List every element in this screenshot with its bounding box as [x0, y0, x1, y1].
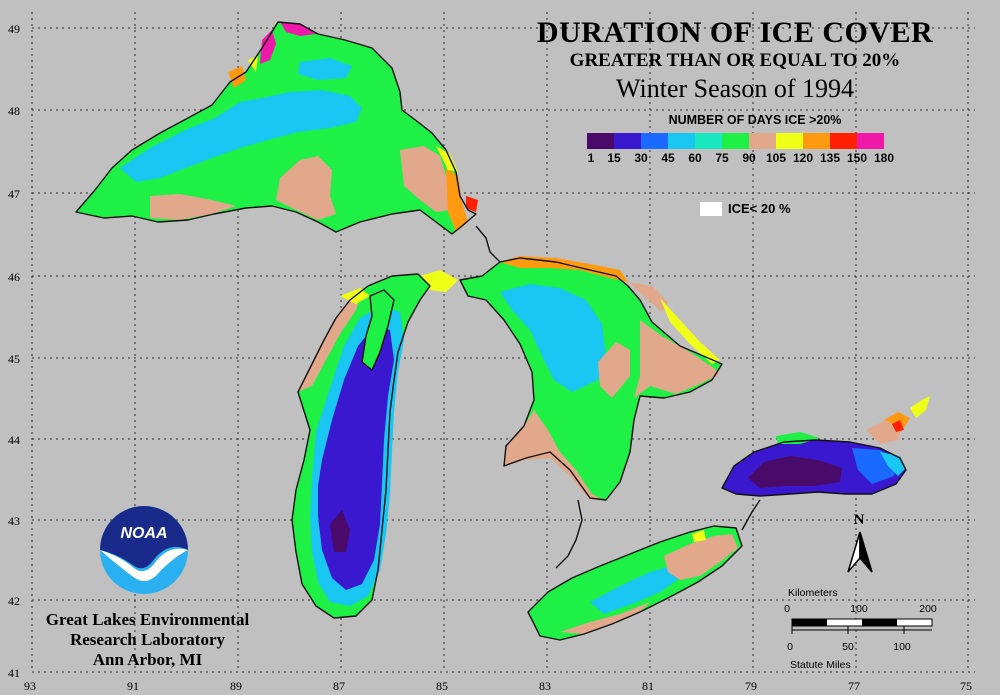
legend-tick-label: 15	[607, 151, 621, 165]
legend-tick-label: 180	[873, 151, 895, 165]
lake-huron	[420, 256, 723, 501]
ice-below-key: ICE< 20 %	[700, 201, 791, 216]
lake-erie	[527, 525, 743, 641]
svg-text:47: 47	[8, 187, 20, 201]
svg-text:49: 49	[8, 22, 20, 36]
svg-text:0: 0	[787, 641, 793, 653]
ice-below-label: ICE< 20 %	[728, 201, 791, 216]
svg-text:77: 77	[848, 679, 860, 693]
legend-tick-label: 45	[661, 151, 675, 165]
legend-swatch	[587, 133, 614, 149]
svg-text:91: 91	[127, 679, 139, 693]
legend-tick-label: 150	[846, 151, 868, 165]
legend-swatch	[695, 133, 722, 149]
legend-tick-label: 105	[765, 151, 787, 165]
niagara-river	[741, 499, 761, 531]
svg-text:45: 45	[8, 352, 20, 366]
legend-swatch	[857, 133, 884, 149]
svg-text:48: 48	[8, 104, 20, 118]
legend-color-bar	[587, 133, 884, 149]
legend-swatch	[722, 133, 749, 149]
legend-tick-label: 1	[587, 151, 595, 165]
svg-text:89: 89	[230, 679, 242, 693]
svg-text:81: 81	[642, 679, 654, 693]
svg-text:Kilometers: Kilometers	[788, 587, 838, 599]
legend-title: NUMBER OF DAYS ICE >20%	[668, 113, 842, 127]
svg-text:100: 100	[893, 641, 911, 653]
st-clair-river	[555, 499, 583, 569]
lake-michigan	[291, 273, 431, 619]
legend-swatch	[803, 133, 830, 149]
svg-text:42: 42	[8, 594, 20, 608]
lake-ontario	[721, 396, 930, 497]
lake-superior	[75, 21, 478, 235]
svg-text:N: N	[854, 512, 865, 528]
svg-text:41: 41	[8, 666, 20, 680]
legend-tick-label: 135	[819, 151, 841, 165]
svg-text:85: 85	[436, 679, 448, 693]
org-line-1: Great Lakes Environmental	[45, 610, 250, 629]
map-subtitle: GREATER THAN OR EQUAL TO 20%	[569, 50, 901, 71]
svg-text:200: 200	[919, 603, 937, 615]
legend-tick-label: 60	[688, 151, 702, 165]
legend-tick-label: 30	[634, 151, 648, 165]
legend-tick-labels: 1 15 30 45 60 75 90 105 120 135 150 180	[587, 151, 911, 167]
legend-swatch	[749, 133, 776, 149]
svg-text:87: 87	[333, 679, 345, 693]
season-label: Winter Season of 1994	[616, 74, 854, 103]
scale-bar: Kilometers 0 100 200 0 50 100 Statute Mi…	[784, 587, 937, 671]
svg-text:93: 93	[24, 679, 36, 693]
svg-text:79: 79	[745, 679, 757, 693]
legend-tick-label: 120	[792, 151, 814, 165]
ice-below-swatch	[700, 201, 722, 216]
svg-text:100: 100	[850, 603, 868, 615]
svg-text:Statute Miles: Statute Miles	[790, 659, 851, 671]
org-line-2: Research Laboratory	[69, 630, 226, 649]
org-line-3: Ann Arbor, MI	[92, 650, 203, 669]
svg-text:44: 44	[8, 433, 20, 447]
legend-swatch	[830, 133, 857, 149]
legend-tick-label: 90	[742, 151, 756, 165]
svg-text:0: 0	[784, 603, 790, 615]
svg-text:83: 83	[539, 679, 551, 693]
svg-text:50: 50	[842, 641, 854, 653]
legend-swatch	[668, 133, 695, 149]
north-arrow-icon: N	[847, 512, 873, 573]
svg-text:43: 43	[8, 514, 20, 528]
svg-text:75: 75	[960, 679, 972, 693]
svg-text:NOAA: NOAA	[120, 525, 167, 542]
legend-swatch	[614, 133, 641, 149]
noaa-logo: NOAA	[100, 506, 188, 594]
latitude-labels: 49 48 47 46 45 44 43 42 41	[8, 22, 20, 680]
st-marys-river	[475, 225, 501, 263]
map-title: DURATION OF ICE COVER	[536, 16, 934, 49]
legend-swatch	[641, 133, 668, 149]
svg-text:46: 46	[8, 270, 20, 284]
longitude-labels: 93 91 89 87 85 83 81 79 77 75	[24, 679, 972, 693]
legend-tick-label: 75	[715, 151, 729, 165]
green-bay	[361, 289, 395, 371]
legend-swatch	[776, 133, 803, 149]
organization-block: Great Lakes Environmental Research Labor…	[25, 610, 270, 670]
